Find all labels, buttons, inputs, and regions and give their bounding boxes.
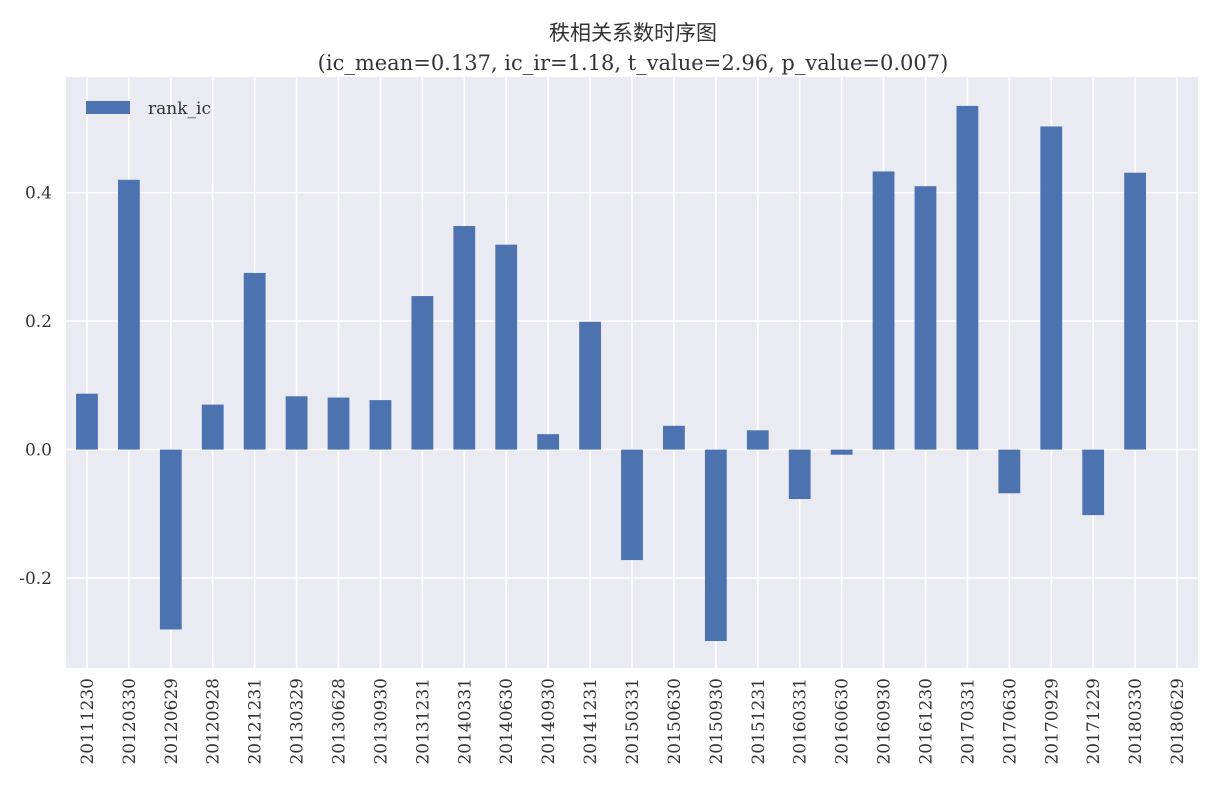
bar	[788, 449, 811, 500]
x-tick-label: 20160630	[833, 678, 853, 765]
x-tick-label: 20170331	[958, 678, 978, 765]
x-tick-label: 20131231	[413, 678, 433, 765]
x-tick-label: 20160331	[791, 678, 811, 765]
x-tick-label: 20140630	[497, 678, 517, 765]
x-tick-label: 20120928	[204, 678, 224, 765]
x-tick-label: 20130628	[330, 678, 350, 765]
bar	[243, 272, 266, 450]
bar	[998, 449, 1021, 494]
x-tick-label: 20130930	[371, 678, 391, 765]
chart-subtitle: (ic_mean=0.137, ic_ir=1.18, t_value=2.96…	[318, 51, 949, 75]
bar	[621, 449, 643, 561]
bar	[1124, 172, 1147, 450]
bar	[914, 186, 937, 450]
bar	[1040, 126, 1063, 450]
x-tick-label: 20140331	[455, 678, 475, 765]
y-tick-label: 0.4	[25, 184, 52, 204]
legend-label-rank-ic: rank_ic	[148, 99, 211, 119]
bar	[285, 396, 308, 450]
y-tick-label: -0.2	[19, 569, 52, 589]
x-tick-label: 20150331	[623, 678, 643, 765]
x-tick-label: 20120629	[162, 678, 182, 765]
y-axis-ticks: -0.2 0.0 0.2 0.4	[19, 184, 52, 589]
bar	[495, 244, 518, 450]
bar	[369, 400, 392, 450]
x-tick-label: 20141231	[581, 678, 601, 765]
x-tick-label: 20121231	[246, 678, 266, 765]
bar	[704, 449, 727, 642]
x-tick-label: 20180330	[1126, 678, 1146, 765]
y-tick-label: 0.2	[25, 312, 52, 332]
y-tick-label: 0.0	[25, 441, 52, 461]
x-tick-label: 20120330	[120, 678, 140, 765]
bar	[117, 179, 140, 450]
bar	[579, 321, 601, 450]
bar	[1082, 449, 1105, 516]
x-tick-label: 20150930	[707, 678, 727, 765]
bar	[453, 226, 476, 450]
bar	[411, 296, 434, 450]
bar	[327, 397, 350, 450]
x-tick-label: 20130329	[288, 678, 308, 765]
x-tick-label: 20151231	[749, 678, 769, 765]
bar	[201, 404, 224, 450]
legend-swatch-rank-ic	[86, 101, 130, 114]
bar	[663, 425, 685, 450]
x-tick-label: 20171229	[1084, 678, 1104, 765]
bar	[830, 449, 853, 455]
x-tick-label: 20170929	[1042, 678, 1062, 765]
bar	[956, 105, 979, 450]
bar	[159, 449, 182, 630]
x-tick-label: 20161230	[916, 678, 936, 765]
bar	[872, 171, 895, 450]
x-tick-label: 20180629	[1168, 678, 1188, 765]
x-tick-label: 20150630	[665, 678, 685, 765]
bar	[746, 430, 769, 450]
chart-title: 秩相关系数时序图	[549, 21, 717, 45]
bar	[537, 434, 560, 450]
x-tick-label: 20111230	[78, 678, 98, 765]
bar	[76, 393, 98, 450]
x-tick-label: 20140930	[539, 678, 559, 765]
bars	[76, 105, 1147, 642]
legend: rank_ic	[86, 99, 211, 119]
x-tick-label: 20170630	[1000, 678, 1020, 765]
x-tick-label: 20160930	[875, 678, 895, 765]
x-axis-ticks: 20111230 20120330 20120629 20120928 20121231…	[78, 678, 1188, 765]
